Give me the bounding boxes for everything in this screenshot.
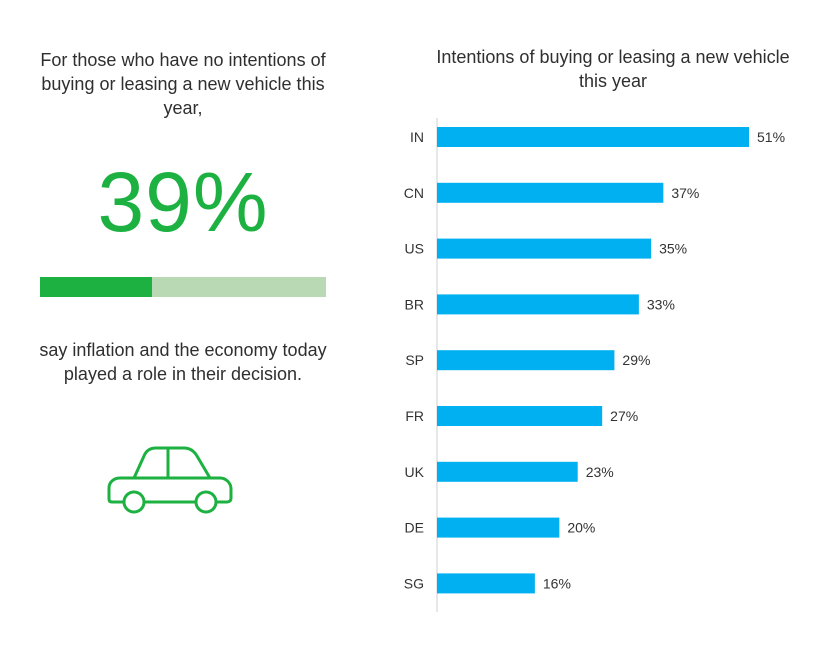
bar bbox=[437, 573, 535, 594]
bar bbox=[437, 294, 639, 315]
bar bbox=[437, 517, 560, 538]
category-label: DE bbox=[405, 520, 424, 536]
data-label: 29% bbox=[622, 352, 650, 368]
category-label: US bbox=[405, 241, 424, 257]
progress-bar bbox=[40, 277, 326, 297]
category-label: SG bbox=[404, 575, 424, 591]
category-label: BR bbox=[405, 296, 424, 312]
data-label: 16% bbox=[543, 575, 571, 591]
bar bbox=[437, 406, 603, 426]
data-label: 27% bbox=[610, 408, 638, 424]
chart-panel: Intentions of buying or leasing a new ve… bbox=[366, 0, 829, 657]
data-label: 51% bbox=[757, 129, 785, 145]
category-label: FR bbox=[405, 408, 424, 424]
caption-text: say inflation and the economy today play… bbox=[39, 340, 327, 384]
bar bbox=[437, 350, 615, 371]
category-label: CN bbox=[404, 185, 424, 201]
intro-text: For those who have no intentions of buyi… bbox=[40, 50, 326, 118]
bar-chart: IN 51% CN 37% US 35% BR 33% SP 29% FR 27% UK 23% DE 20%… bbox=[404, 118, 785, 612]
bar bbox=[437, 238, 652, 259]
left-panel: For those who have no intentions of buyi… bbox=[0, 0, 366, 657]
chart-title: Intentions of buying or leasing a new ve… bbox=[436, 47, 790, 91]
category-label: SP bbox=[405, 352, 424, 368]
progress-bar-fill bbox=[40, 277, 152, 297]
bar bbox=[437, 461, 578, 482]
bar bbox=[437, 182, 664, 203]
data-label: 20% bbox=[567, 520, 595, 536]
highlight-percentage: 39% bbox=[97, 155, 269, 249]
category-label: IN bbox=[410, 129, 424, 145]
data-label: 35% bbox=[659, 241, 687, 257]
bar bbox=[437, 127, 749, 147]
data-label: 33% bbox=[647, 296, 675, 312]
category-label: UK bbox=[405, 464, 425, 480]
data-label: 37% bbox=[671, 185, 699, 201]
car-icon bbox=[107, 446, 233, 514]
data-label: 23% bbox=[586, 464, 614, 480]
